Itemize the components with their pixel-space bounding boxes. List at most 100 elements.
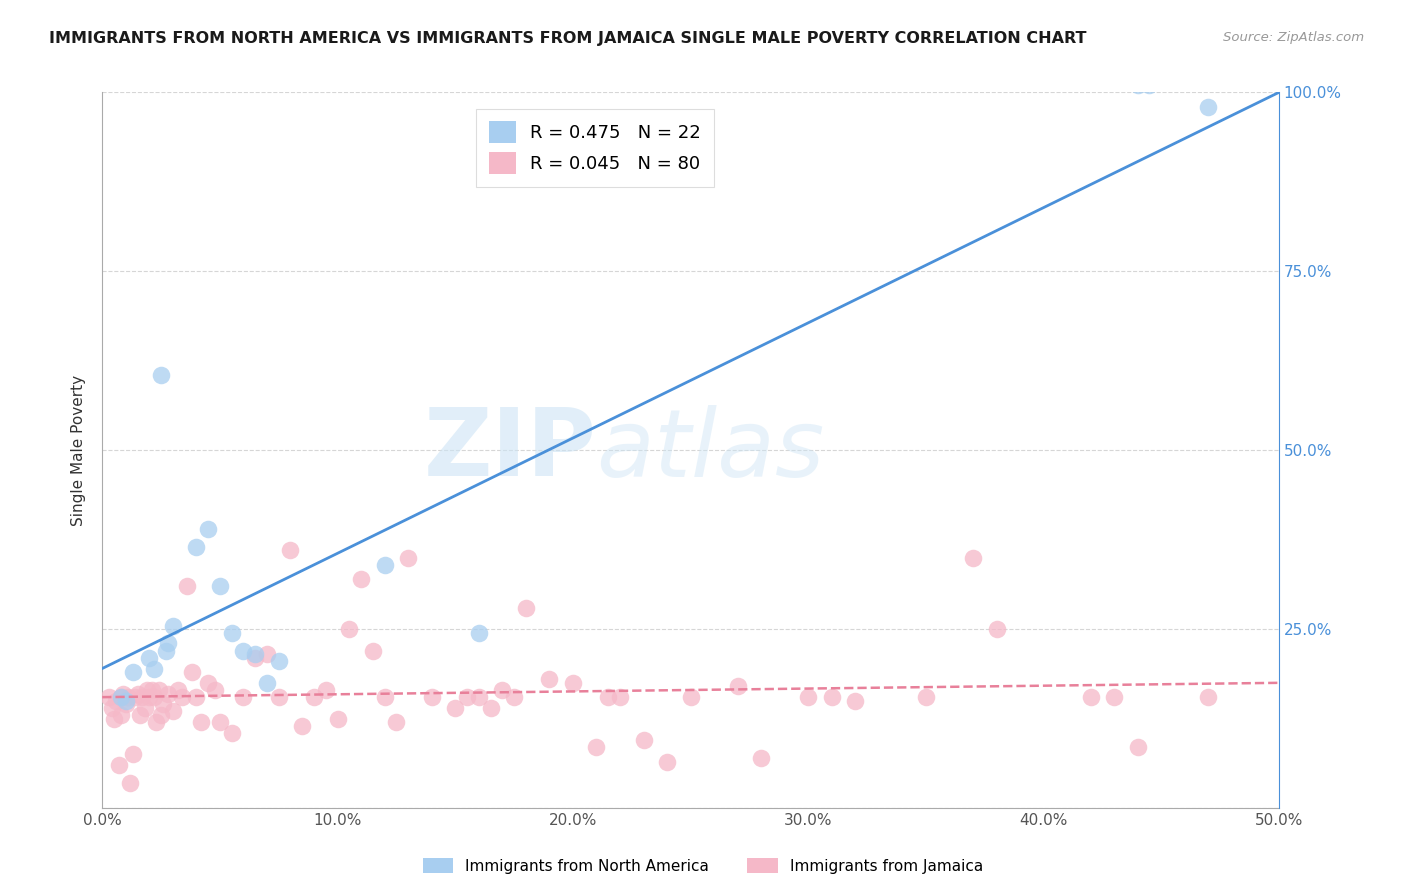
Point [456,690,478,705]
Text: IMMIGRANTS FROM NORTH AMERICA VS IMMIGRANTS FROM JAMAICA SINGLE MALE POVERTY COR: IMMIGRANTS FROM NORTH AMERICA VS IMMIGRA… [49,31,1087,46]
Point [374,558,396,572]
Point [1126,78,1149,93]
Point [110,690,132,705]
Point [280,543,302,558]
Point [121,665,143,679]
Point [655,755,678,769]
Point [844,694,866,708]
Point [468,690,491,705]
Point [256,647,278,661]
Point [172,690,194,705]
Point [221,625,243,640]
Point [110,708,132,723]
Point [420,690,443,705]
Point [1197,690,1219,705]
Point [479,701,502,715]
Point [538,672,561,686]
Text: ZIP: ZIP [423,404,596,496]
Text: atlas: atlas [596,405,825,496]
Point [162,705,184,719]
Point [131,690,153,705]
Point [208,579,231,593]
Point [350,572,373,586]
Point [915,690,938,705]
Point [585,740,607,755]
Point [444,701,467,715]
Legend: Immigrants from North America, Immigrants from Jamaica: Immigrants from North America, Immigrant… [416,852,990,880]
Point [145,715,167,730]
Point [267,690,290,705]
Point [121,747,143,762]
Point [243,647,266,661]
Point [143,661,166,675]
Point [136,683,159,698]
Point [396,550,419,565]
Point [134,701,156,715]
Point [679,690,702,705]
Point [120,776,142,790]
Point [150,708,173,723]
Point [110,690,132,705]
Point [186,540,208,554]
Point [112,687,135,701]
Point [267,654,290,668]
Point [749,751,772,765]
Point [962,550,984,565]
Point [609,690,631,705]
Point [117,690,139,705]
Point [986,622,1008,636]
Point [337,622,360,636]
Point [127,687,149,701]
Point [1126,740,1149,755]
Point [315,683,337,698]
Point [190,715,212,730]
Y-axis label: Single Male Poverty: Single Male Poverty [72,375,86,525]
Point [152,698,174,712]
Point [124,690,146,705]
Point [105,694,128,708]
Point [138,690,160,705]
Point [141,683,163,698]
Point [821,690,844,705]
Point [180,665,202,679]
Point [232,643,254,657]
Point [256,676,278,690]
Point [633,733,655,747]
Point [150,368,173,382]
Point [138,650,160,665]
Point [157,687,180,701]
Point [515,600,537,615]
Point [1139,78,1161,93]
Point [155,643,177,657]
Point [491,683,513,698]
Point [1197,100,1219,114]
Point [166,683,188,698]
Point [326,712,349,726]
Point [98,690,121,705]
Point [361,643,384,657]
Point [148,683,170,698]
Point [291,719,314,733]
Point [197,676,219,690]
Point [598,690,620,705]
Point [114,698,136,712]
Point [797,690,820,705]
Point [204,683,226,698]
Point [143,690,166,705]
Point [374,690,396,705]
Point [468,625,491,640]
Point [208,715,231,730]
Point [176,579,198,593]
Point [197,522,219,536]
Point [302,690,325,705]
Point [1080,690,1102,705]
Point [1102,690,1125,705]
Text: Source: ZipAtlas.com: Source: ZipAtlas.com [1223,31,1364,45]
Point [103,712,125,726]
Point [561,676,583,690]
Point [100,701,122,715]
Point [243,650,266,665]
Point [385,715,408,730]
Point [221,726,243,740]
Point [232,690,254,705]
